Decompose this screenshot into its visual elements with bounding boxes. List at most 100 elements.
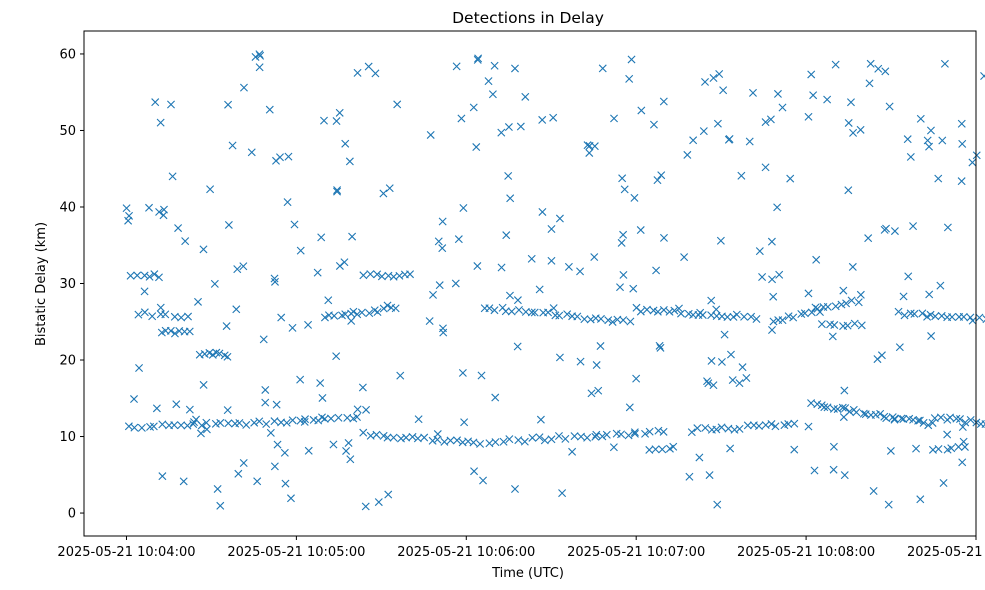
data-point (271, 277, 279, 286)
data-point (157, 328, 166, 337)
data-point (966, 415, 975, 424)
data-point (528, 433, 537, 442)
data-point (761, 163, 770, 172)
data-point (719, 86, 728, 95)
data-point (479, 476, 488, 485)
data-point (288, 416, 297, 425)
data-point (362, 405, 371, 414)
data-point (372, 430, 381, 439)
data-point (469, 438, 478, 447)
data-point (514, 306, 523, 314)
data-point (470, 467, 479, 476)
data-point (784, 312, 793, 321)
data-point (453, 436, 462, 445)
y-tick-label: 60 (59, 47, 76, 62)
data-point (653, 176, 662, 185)
data-point (771, 422, 780, 431)
data-point (536, 415, 545, 424)
data-point (514, 436, 523, 445)
data-point (570, 432, 579, 441)
data-point (884, 500, 893, 509)
data-point (723, 313, 732, 322)
data-point (926, 310, 935, 319)
data-point (251, 52, 260, 61)
data-point (270, 274, 279, 283)
y-tick-label: 20 (59, 354, 76, 369)
data-point (934, 174, 943, 183)
data-point (958, 423, 967, 432)
data-point (179, 477, 188, 486)
data-point (895, 343, 904, 352)
data-point (732, 310, 741, 319)
data-point (651, 445, 660, 454)
data-point (769, 292, 778, 301)
data-point (296, 246, 305, 255)
data-point (804, 422, 813, 431)
data-point (457, 114, 466, 123)
data-point (476, 439, 485, 448)
data-point (313, 268, 322, 277)
data-point (564, 262, 573, 271)
data-point (959, 312, 968, 321)
data-point (641, 429, 650, 438)
data-point (177, 313, 186, 322)
data-point (842, 299, 851, 308)
data-point (446, 436, 455, 445)
data-point (353, 413, 361, 422)
data-point (800, 309, 809, 318)
data-point (839, 413, 848, 422)
data-point (353, 310, 362, 319)
data-point (561, 434, 570, 443)
data-point (761, 118, 770, 127)
data-point (948, 313, 957, 321)
data-point (745, 137, 754, 146)
data-point (208, 350, 217, 359)
data-point (958, 458, 967, 467)
data-point (270, 417, 279, 426)
data-point (669, 442, 678, 451)
data-point (716, 236, 725, 245)
data-point (630, 193, 639, 202)
data-point (586, 315, 595, 324)
data-point (583, 433, 592, 442)
data-point (216, 418, 225, 427)
data-point (956, 415, 964, 424)
data-point (704, 379, 713, 388)
data-point (283, 198, 292, 207)
data-point (516, 122, 525, 131)
data-point (451, 279, 460, 288)
data-point (840, 386, 849, 395)
data-point (609, 443, 618, 452)
data-point (266, 428, 275, 437)
data-point (348, 232, 357, 241)
data-point (683, 150, 692, 159)
data-point (880, 225, 889, 234)
data-point (499, 437, 508, 446)
y-axis-ticks: 0 10 20 30 40 50 60 (59, 47, 84, 522)
data-point (353, 68, 362, 77)
data-point (189, 420, 198, 429)
data-point (961, 418, 970, 427)
data-point (619, 316, 628, 325)
data-point (497, 263, 506, 272)
data-point (847, 296, 856, 305)
data-point (596, 314, 605, 323)
data-point (126, 271, 135, 280)
data-point (491, 438, 500, 447)
data-point (250, 418, 259, 427)
data-point (810, 466, 819, 475)
x-axis-ticks: 2025-05-21 10:04:00 2025-05-21 10:05:00 20… (57, 536, 985, 560)
data-point (148, 312, 157, 321)
data-point (150, 270, 159, 279)
data-point (876, 409, 885, 418)
data-point (402, 433, 411, 442)
data-point (326, 414, 335, 423)
data-point (943, 223, 952, 232)
data-point (347, 316, 356, 325)
data-point (396, 371, 405, 380)
data-point (654, 426, 663, 435)
data-point (904, 272, 913, 281)
data-point (680, 253, 689, 262)
data-point (768, 326, 776, 335)
data-point (170, 312, 179, 321)
